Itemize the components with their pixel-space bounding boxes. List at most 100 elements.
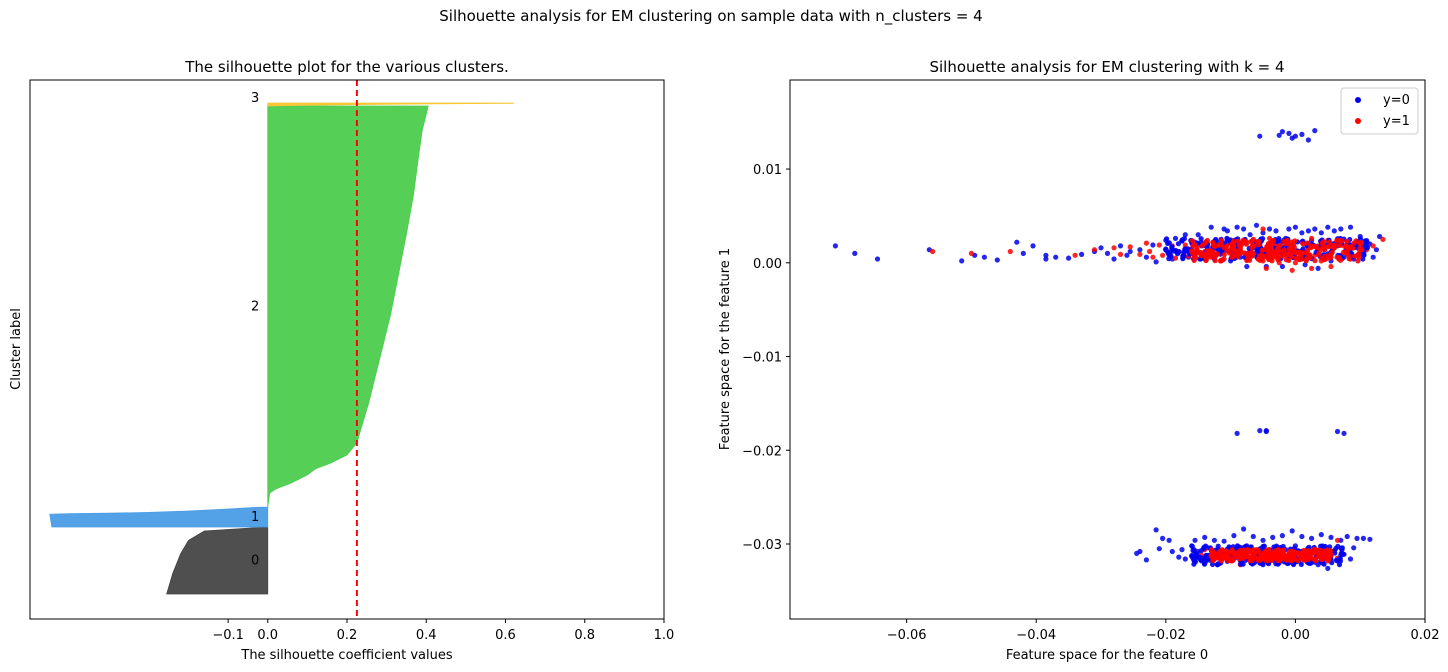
scatter-point: [1257, 253, 1263, 259]
cluster-label-0: 0: [251, 554, 259, 569]
scatter-point: [1351, 545, 1357, 551]
scatter-point: [1147, 248, 1153, 255]
scatter-point: [1053, 254, 1059, 260]
scatter-point: [1117, 251, 1124, 257]
scatter-point: [1231, 533, 1237, 539]
scatter-point: [1327, 548, 1333, 554]
scatter-y-tick-label: 0.01: [753, 163, 782, 178]
scatter-point: [1172, 255, 1179, 261]
scatter-point: [1194, 246, 1200, 252]
scatter-point: [1260, 230, 1266, 236]
scatter-point: [1153, 527, 1159, 533]
scatter-point: [1260, 537, 1266, 543]
scatter-point: [1189, 543, 1195, 549]
scatter-point: [1308, 549, 1314, 556]
scatter-point: [1287, 252, 1293, 258]
scatter-point: [1286, 226, 1292, 232]
scatter-point: [1166, 240, 1172, 246]
scatter-point: [1306, 554, 1312, 560]
scatter-point: [1193, 551, 1199, 557]
scatter-point: [1300, 250, 1306, 256]
scatter-point: [1299, 533, 1305, 540]
scatter-point: [1289, 528, 1295, 534]
scatter-point: [1336, 562, 1343, 568]
scatter-point: [1231, 238, 1237, 244]
scatter-point: [1347, 244, 1353, 250]
scatter-point: [1233, 248, 1239, 254]
scatter-x-tick-label: 0.00: [1281, 628, 1310, 643]
scatter-point: [1303, 258, 1309, 264]
scatter-point: [1208, 224, 1214, 230]
silhouette-clusters: [49, 102, 514, 595]
scatter-y-tick-label: −0.02: [742, 444, 782, 459]
scatter-point: [1111, 245, 1117, 251]
scatter-point: [1309, 265, 1315, 271]
scatter-series-1: [930, 226, 1386, 568]
scatter-point: [1030, 243, 1036, 249]
scatter-point: [1300, 241, 1306, 247]
scatter-point: [1180, 253, 1186, 259]
scatter-point: [1215, 562, 1221, 568]
scatter-point: [1224, 228, 1230, 234]
scatter-point: [1007, 248, 1013, 255]
scatter-point: [1166, 537, 1172, 543]
scatter-point: [1362, 243, 1368, 250]
scatter-point: [1234, 224, 1240, 230]
scatter-point: [1270, 549, 1276, 555]
scatter-point: [1279, 129, 1285, 135]
scatter-point: [1336, 256, 1342, 262]
scatter-point: [1279, 263, 1285, 270]
scatter-point: [1220, 552, 1226, 558]
scatter-point: [1354, 535, 1360, 542]
scatter-x-tick-label: 0.02: [1411, 628, 1440, 643]
scatter-point: [1256, 242, 1262, 248]
scatter-point: [1336, 556, 1342, 562]
scatter-y-tick-label: 0.00: [753, 257, 782, 272]
cluster-label-3: 3: [251, 91, 259, 106]
scatter-point: [1205, 248, 1211, 254]
scatter-point: [1358, 239, 1364, 246]
scatter-point: [1330, 242, 1336, 248]
scatter-x-tick-label: −0.04: [1016, 628, 1056, 643]
scatter-point: [1351, 240, 1357, 246]
scatter-point: [1137, 251, 1143, 257]
scatter-point: [1360, 256, 1366, 262]
silhouette-cluster-3: [267, 102, 514, 107]
scatter-point: [1261, 550, 1267, 556]
scatter-point: [1305, 228, 1311, 234]
scatter-point: [1198, 548, 1204, 554]
scatter-point: [1341, 430, 1347, 436]
scatter-point: [1182, 232, 1188, 238]
scatter-point: [1255, 549, 1261, 555]
legend-marker-y0: [1355, 97, 1361, 103]
scatter-point: [1292, 224, 1298, 230]
scatter-point: [1179, 547, 1185, 553]
silhouette-x-tick-label: 0.4: [416, 628, 437, 643]
scatter-point: [1312, 226, 1318, 232]
scatter-y-tick-label: −0.03: [742, 538, 782, 553]
scatter-point: [1305, 137, 1311, 143]
scatter-point: [1312, 258, 1318, 264]
scatter-point: [1191, 257, 1197, 263]
legend: y=0 y=1: [1340, 87, 1419, 135]
scatter-point: [1169, 244, 1175, 250]
scatter-point: [1344, 238, 1350, 244]
scatter-point: [1272, 555, 1278, 561]
scatter-point: [1286, 130, 1292, 136]
scatter-point: [1269, 240, 1275, 246]
scatter-point: [1281, 238, 1287, 245]
scatter-point: [1143, 240, 1149, 246]
scatter-point: [959, 258, 965, 264]
scatter-point: [930, 248, 936, 255]
scatter-point: [1169, 548, 1175, 555]
silhouette-cluster-1: [49, 506, 269, 528]
scatter-point: [1221, 538, 1227, 544]
scatter-point: [1328, 251, 1334, 257]
scatter-point: [1270, 253, 1276, 259]
scatter-point: [1251, 550, 1257, 556]
scatter-point: [1066, 255, 1072, 261]
scatter-point: [1334, 238, 1340, 244]
figure-suptitle: Silhouette analysis for EM clustering on…: [439, 7, 982, 26]
scatter-point: [1143, 557, 1149, 563]
scatter-point: [981, 254, 988, 260]
